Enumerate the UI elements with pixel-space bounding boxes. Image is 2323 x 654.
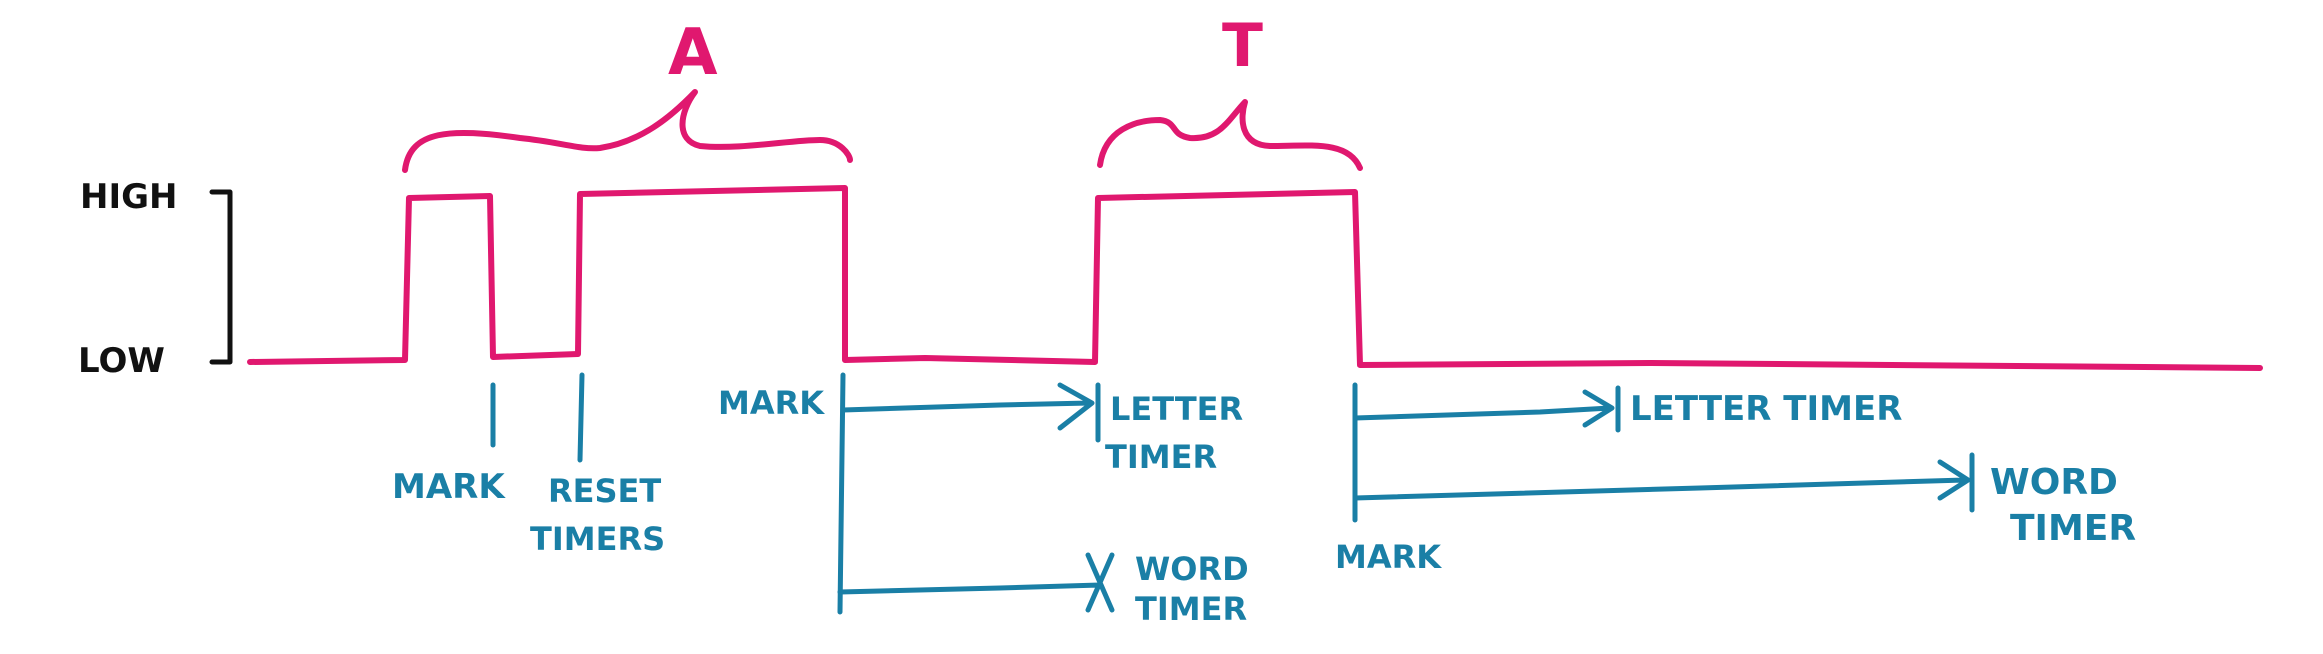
letter-t-label: T bbox=[1222, 11, 1263, 81]
letter-timer-2-label: LETTER TIMER bbox=[1630, 389, 1902, 429]
word-timer-2-arrow bbox=[1352, 452, 1975, 513]
letter-timer-1-line1: LETTER bbox=[1110, 390, 1243, 428]
reset-label-line1: RESET bbox=[548, 472, 661, 510]
mark-1-label: MARK bbox=[392, 467, 506, 507]
reset-tick bbox=[577, 372, 585, 463]
letter-a-brace bbox=[402, 89, 853, 173]
word-timer-2-line2: TIMER bbox=[2010, 508, 2136, 549]
letter-a-label: A bbox=[668, 16, 718, 90]
word-timer-1-line1: WORD bbox=[1135, 550, 1249, 588]
mark-2-vertical bbox=[837, 372, 846, 615]
word-timer-2-line1: WORD bbox=[1990, 462, 2118, 503]
letter-timer-2-arrow bbox=[1352, 385, 1621, 433]
letter-timer-1-arrow bbox=[840, 382, 1101, 443]
word-timer-1-line2: TIMER bbox=[1135, 590, 1247, 628]
level-bracket bbox=[209, 189, 233, 365]
signal-waveform bbox=[247, 185, 2263, 371]
low-label: LOW bbox=[78, 341, 165, 381]
high-label: HIGH bbox=[80, 177, 177, 217]
letter-timer-1-line2: TIMER bbox=[1105, 438, 1217, 476]
reset-label-line2: TIMERS bbox=[530, 520, 665, 558]
letter-t-brace bbox=[1097, 99, 1363, 171]
word-timer-1-arrow bbox=[837, 552, 1115, 613]
mark-2-label: MARK bbox=[718, 384, 825, 422]
mark-3-label: MARK bbox=[1335, 538, 1442, 576]
